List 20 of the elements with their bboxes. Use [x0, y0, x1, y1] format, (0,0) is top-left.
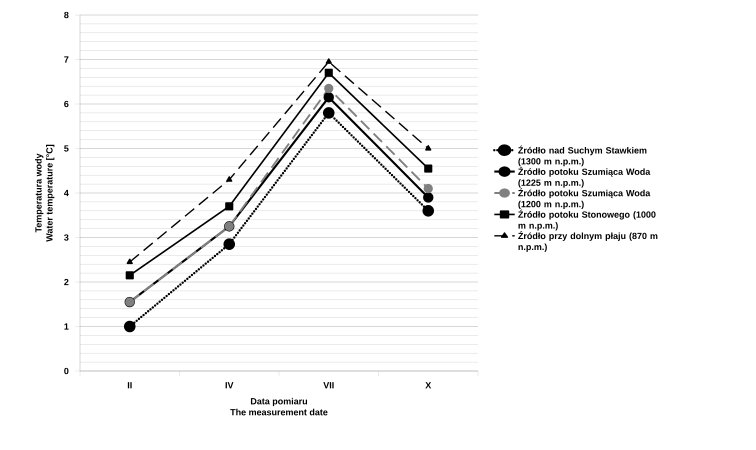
y-tick-label: 6 [64, 100, 69, 108]
legend-label: Źródło potoku Szumiąca Woda (1200 m n.p.m.) [518, 188, 650, 210]
legend-label: Źródło przy dolnym płaju (870 m n.p.m.) [518, 231, 658, 252]
y-tick-label: 2 [64, 278, 68, 286]
x-tick-label: X [425, 382, 432, 388]
x-tick-label: VII [323, 382, 334, 388]
y-tick-label: 7 [64, 56, 68, 63]
y-tick-label: 8 [64, 12, 69, 18]
y-tick-label: 3 [64, 234, 69, 241]
x-axis-title: Data pomiaru The measurement date [230, 398, 328, 416]
y-tick-label: 4 [64, 190, 69, 196]
y-tick-label: 0 [64, 368, 68, 374]
legend-label: Źródło potoku Szumiąca Woda (1225 m n.p.m.) [518, 166, 650, 188]
y-axis-title: Temperatura wody Water temperature [°C] [35, 144, 54, 242]
legend-label: Źródło potoku Stonowego (1000 m n.p.m.) [518, 210, 656, 230]
y-tick-label: 1 [64, 323, 69, 330]
x-tick-label: II [128, 382, 132, 388]
y-tick-label: 5 [64, 145, 69, 152]
x-tick-label: IV [226, 382, 234, 388]
legend-label: Źródło nad Suchym Stawkiem (1300 m n.p.m.) [518, 145, 646, 166]
